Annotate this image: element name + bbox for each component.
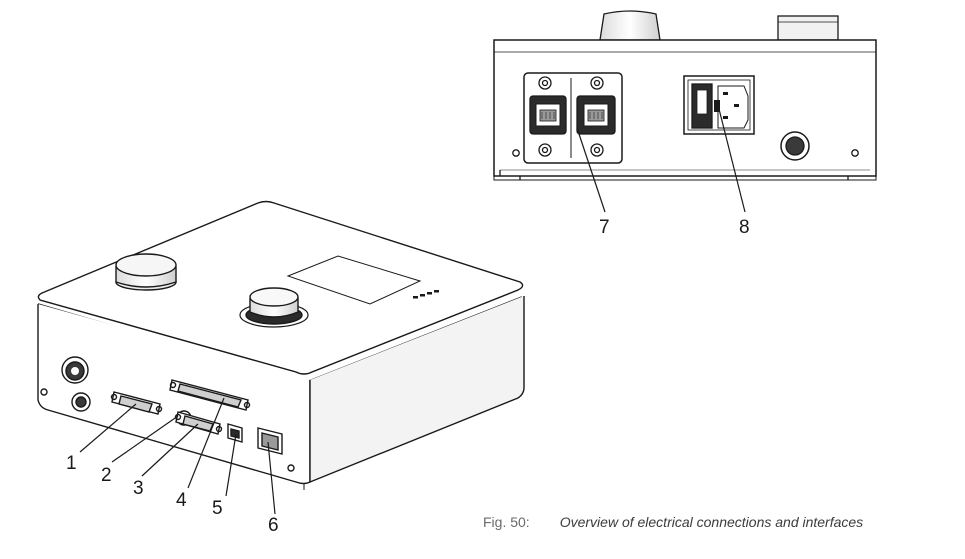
callout-5: 5 [212,498,223,519]
screw-icon [512,149,520,157]
leader-line-8 [717,104,746,213]
rear-knob-left [597,10,663,45]
display-panel [286,255,422,305]
screw-icon [851,149,859,157]
network-ports-pair [523,72,623,164]
status-leds [413,290,439,299]
front-view [37,200,525,490]
screw-icon [287,464,295,472]
ethernet-port-6 [257,427,283,455]
rear-knob-right [777,15,839,41]
callout-6: 6 [268,515,279,536]
ethernet-port-right [576,76,616,157]
rotary-encoder-knob [239,287,309,328]
ethernet-port-left [529,76,567,157]
usb-port-5 [227,423,243,443]
front-round-connector-large [61,356,89,384]
rear-round-connector [780,131,810,161]
leader-line-5 [225,433,237,497]
leader-line-2 [111,415,179,463]
device-right-face [309,296,525,484]
figure-caption: Fig. 50: Overview of electrical connectio… [483,514,863,530]
front-round-connector-small [71,392,91,412]
sub-d-connector-3 [174,411,223,435]
callout-labels: 1 2 3 4 5 6 7 8 [66,217,750,536]
callout-4: 4 [176,490,187,511]
callout-3: 3 [133,478,144,499]
callout-8: 8 [739,217,750,238]
leader-line-7 [576,127,606,213]
figure-label: Fig. 50: [483,514,530,530]
leader-line-4 [187,397,225,489]
figure-description: Overview of electrical connections and i… [559,514,864,530]
callout-2: 2 [101,465,112,486]
leader-line-1 [79,403,137,453]
callout-1: 1 [66,453,77,474]
leader-line-6 [267,441,276,515]
rear-view [493,10,877,181]
top-knob-large [115,253,177,291]
leader-line-3 [141,423,199,477]
power-inlet-with-switch [683,75,755,135]
screw-icon [40,388,48,396]
callout-7: 7 [599,217,610,238]
sub-d-connector-4 [169,379,251,411]
